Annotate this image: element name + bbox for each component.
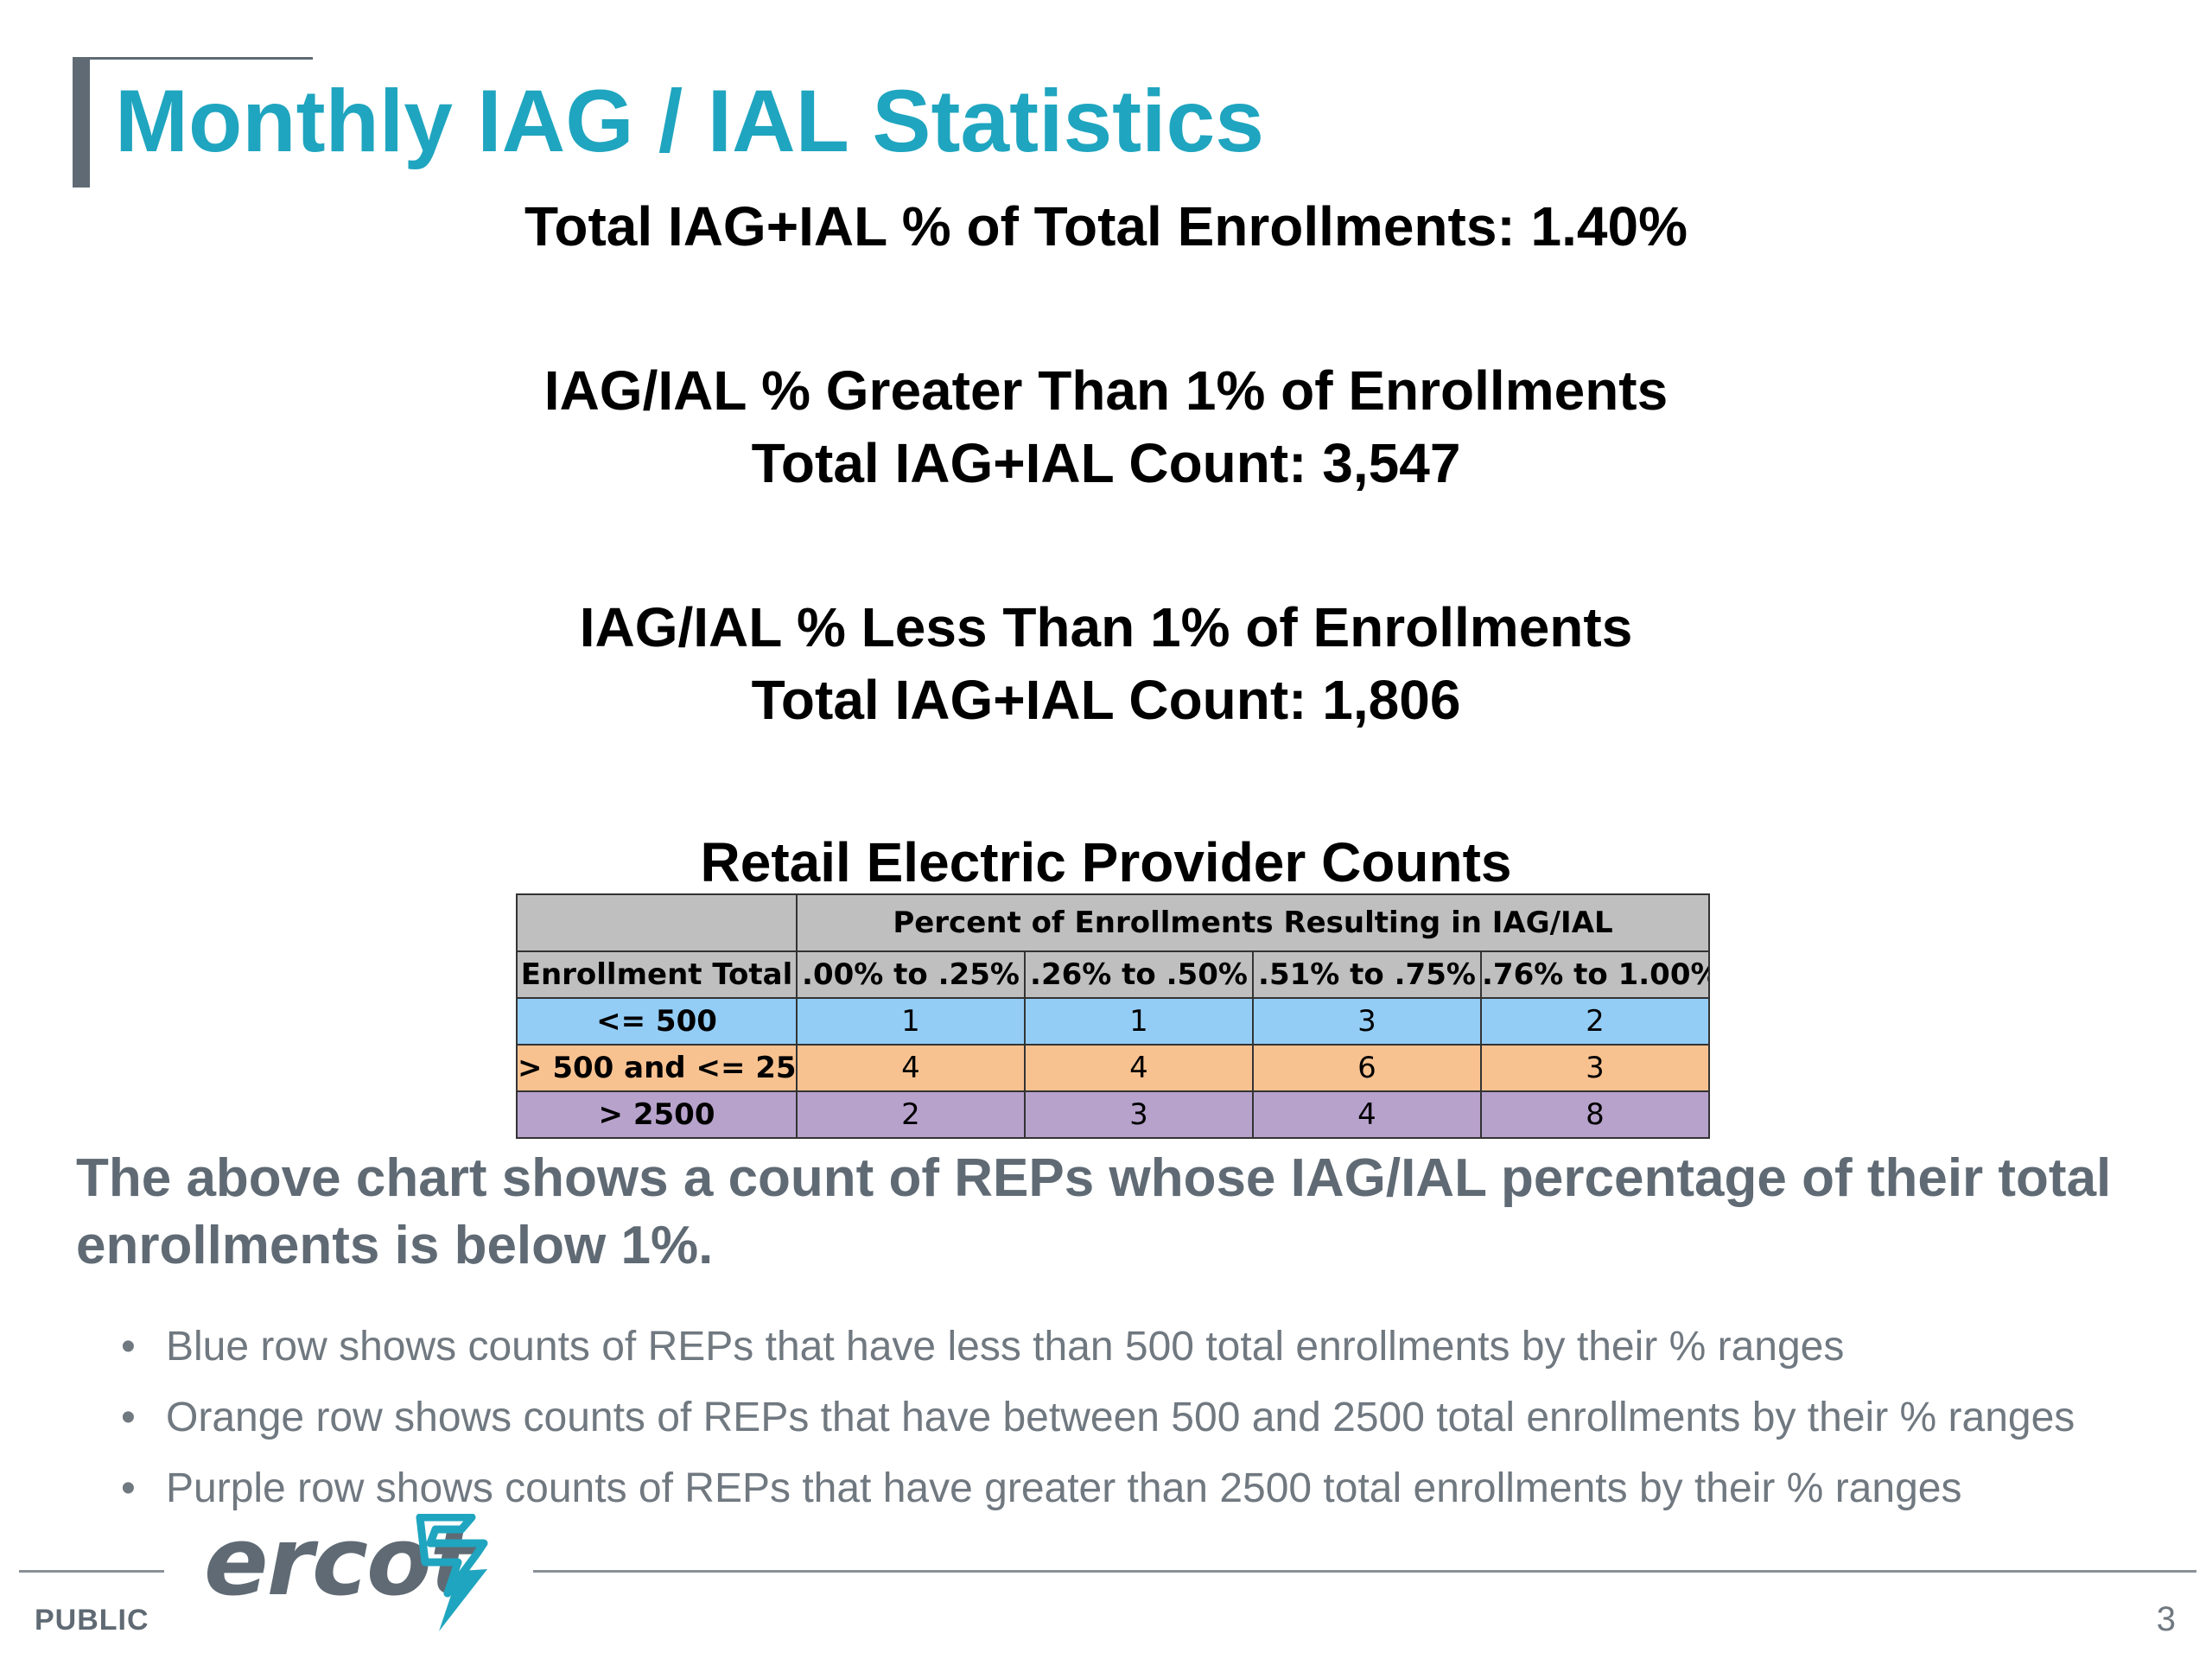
total-percent-stat: Total IAG+IAL % of Total Enrollments: 1.… [524, 195, 1688, 257]
column-header: Enrollment Total [516, 950, 798, 999]
title-accent-bar [73, 57, 90, 188]
less-than-count: Total IAG+IAL Count: 1,806 [751, 669, 1461, 731]
table-group-header: Percent of Enrollments Resulting in IAG/… [796, 893, 1710, 952]
ercot-logo: ercot [204, 1514, 498, 1635]
row-label: <= 500 [516, 997, 798, 1046]
footer-rule-left [19, 1570, 164, 1573]
table-cell: 4 [1252, 1090, 1482, 1139]
table-row-blue: <= 500 1 1 3 2 [516, 997, 1710, 1046]
greater-than-count: Total IAG+IAL Count: 3,547 [751, 432, 1461, 494]
table-cell: 1 [796, 997, 1026, 1046]
rep-counts-table: Percent of Enrollments Resulting in IAG/… [516, 893, 1710, 1139]
less-than-heading: IAG/IAL % Less Than 1% of Enrollments [579, 596, 1633, 658]
footer-rule-right [533, 1570, 2196, 1573]
greater-than-heading: IAG/IAL % Greater Than 1% of Enrollments [543, 359, 1669, 422]
row-label: > 500 and <= 2500 [516, 1044, 798, 1092]
bullet-list: Blue row shows counts of REPs that have … [112, 1312, 2075, 1524]
summary-text: The above chart shows a count of REPs wh… [76, 1148, 2112, 1275]
column-header: .76% to 1.00% [1480, 950, 1710, 999]
table-row-purple: > 2500 2 3 4 8 [516, 1090, 1710, 1139]
table-cell: 3 [1252, 997, 1482, 1046]
table-row-orange: > 500 and <= 2500 4 4 6 3 [516, 1044, 1710, 1092]
table-cell: 4 [796, 1044, 1026, 1092]
classification-label: PUBLIC [35, 1604, 149, 1637]
table-cell: 2 [796, 1090, 1026, 1139]
bullet-item: Purple row shows counts of REPs that hav… [112, 1453, 2075, 1524]
table-header-row: Enrollment Total .00% to .25% .26% to .5… [516, 950, 1710, 999]
row-label: > 2500 [516, 1090, 798, 1139]
table-cell: 4 [1024, 1044, 1254, 1092]
page-number: 3 [2156, 1600, 2176, 1638]
table-cell: 3 [1480, 1044, 1710, 1092]
bullet-item: Orange row shows counts of REPs that hav… [112, 1382, 2075, 1453]
lightning-bolt-icon [416, 1514, 488, 1631]
table-cell: 2 [1480, 997, 1710, 1046]
table-group-header-row: Percent of Enrollments Resulting in IAG/… [516, 893, 1710, 952]
table-title: Retail Electric Provider Counts [700, 831, 1512, 893]
table-corner-cell [516, 893, 798, 952]
slide-title: Monthly IAG / IAL Statistics [115, 72, 1264, 170]
table-cell: 1 [1024, 997, 1254, 1046]
table-cell: 3 [1024, 1090, 1254, 1139]
table-cell: 6 [1252, 1044, 1482, 1092]
bullet-item: Blue row shows counts of REPs that have … [112, 1312, 2075, 1382]
title-accent-rule [90, 57, 313, 60]
table-cell: 8 [1480, 1090, 1710, 1139]
column-header: .26% to .50% [1024, 950, 1254, 999]
column-header: .00% to .25% [796, 950, 1026, 999]
column-header: .51% to .75% [1252, 950, 1482, 999]
